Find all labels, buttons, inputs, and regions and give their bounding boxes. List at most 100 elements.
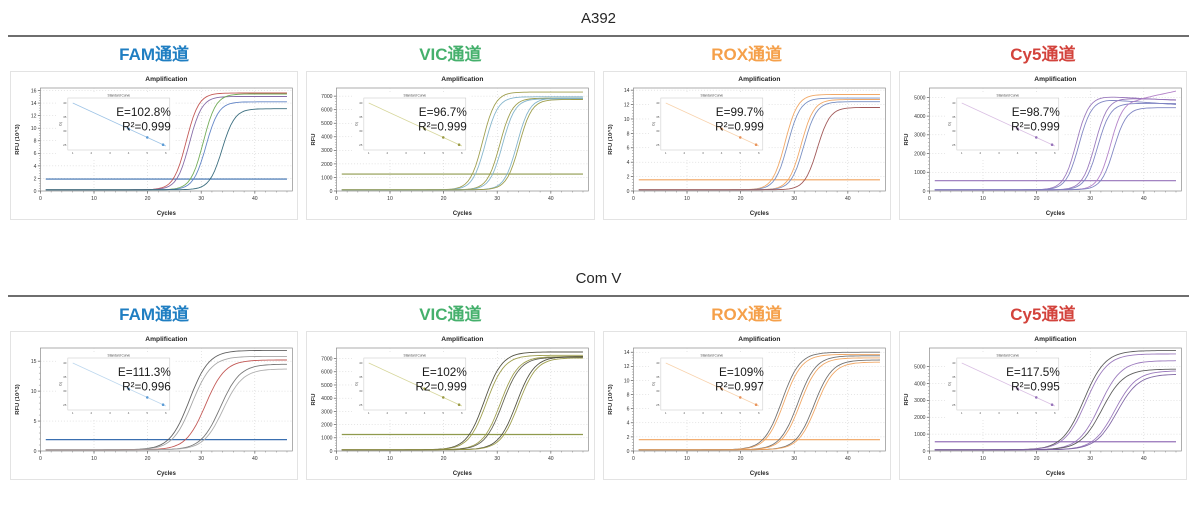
x-axis-label: Cycles [453,211,473,217]
y-axis-label: RFU (10^3) [607,124,613,155]
channel-panel: VIC通道 0 1000 2000 3000 4000 5000 6000 7000 0 10 20… [306,301,595,480]
y-tick-label: 15 [31,359,37,365]
standard-curve-point [423,127,427,131]
channel-title: VIC通道 [419,305,482,324]
standard-curve-point [442,136,445,139]
r-squared-text: R²=0.995 [1011,379,1060,393]
x-tick-label: 10 [91,456,97,462]
inset-x-tick-label: 3 [702,151,704,155]
inset-x-tick-label: 6 [1054,411,1056,415]
standard-curve-line [72,102,167,147]
efficiency-text: E=96.7% [419,105,467,119]
inset-x-tick-label: 4 [1017,411,1019,415]
efficiency-text: E=102% [422,365,467,379]
y-tick-label: 2 [626,174,629,180]
x-tick-label: 40 [1141,456,1147,462]
inset-y-tick-label: 35 [359,375,363,379]
y-axis-label: RFU (10^3) [15,124,21,155]
inset-y-tick-label: 25 [952,403,956,407]
y-tick-label: 2000 [914,151,925,157]
inset-y-tick-label: 25 [359,403,363,407]
inset-y-tick-label: 30 [63,129,67,133]
channel-title: Cy5通道 [1010,45,1076,64]
y-tick-label: 8 [626,131,629,137]
x-tick-label: 20 [441,196,447,202]
inset-y-tick-label: 25 [656,143,660,147]
x-tick-label: 30 [495,196,501,202]
efficiency-text: E=98.7% [1011,105,1059,119]
efficiency-text: E=111.3% [118,365,171,379]
channel-panel: Cy5通道 0 1000 2000 3000 4000 5000 0 10 20 30 40 Ampl… [898,41,1187,220]
section-title: A392 [580,10,617,27]
x-tick-label: 20 [145,456,151,462]
inset-y-tick-label: 25 [63,143,67,147]
y-tick-label: 2000 [914,415,925,421]
inset-y-tick-label: 30 [952,129,956,133]
y-tick-label: 1000 [914,432,925,438]
inset-x-tick-label: 3 [405,151,407,155]
inset-x-tick-label: 1 [368,151,370,155]
inset-x-tick-label: 6 [758,411,760,415]
y-axis-label: RFU [311,394,317,406]
y-tick-label: 2000 [321,162,332,168]
y-tick-label: 2000 [321,422,332,428]
inset-y-tick-label: 30 [656,129,660,133]
x-tick-label: 30 [198,196,204,202]
x-tick-label: 40 [845,196,851,202]
y-tick-label: 14 [623,88,629,94]
inset-x-tick-label: 1 [664,411,666,415]
y-tick-label: 7000 [321,356,332,362]
y-tick-label: 3000 [321,148,332,154]
channel-panel: VIC通道 0 1000 2000 3000 4000 5000 6000 7000 0 10 20… [306,41,595,220]
inset-title: Standard Curve [108,93,131,97]
channel-grid: FAM通道 0 2 4 6 8 10 12 14 16 0 10 20 30 40 Amplificatio… [0,37,1197,220]
inset-y-axis-label: Cq [355,122,359,126]
y-tick-label: 4000 [914,114,925,120]
x-tick-label: 0 [631,196,634,202]
plot-title: Amplification [1034,76,1076,83]
y-tick-label: 10 [623,117,629,123]
y-tick-label: 5000 [914,95,925,101]
inset-x-tick-label: 2 [683,151,685,155]
amplification-chart: 0 5 10 15 0 10 20 30 40 Amplification Cycles RFU (1… [10,331,299,480]
standard-curve-line [961,102,1055,147]
inset-x-tick-label: 2 [979,411,981,415]
inset-y-tick-label: 35 [63,115,67,119]
amplification-curve [342,99,584,191]
plot-title: Amplification [145,76,187,83]
section-divider [8,295,1189,297]
amplification-curve [638,361,880,451]
standard-curve-line [368,362,463,407]
standard-curve-point [458,403,461,407]
inset-x-tick-label: 4 [1017,151,1019,155]
amplification-plot: 0 1000 2000 3000 4000 5000 6000 7000 0 10 20 30 40 Am… [311,336,589,477]
standard-curve-line [368,102,463,147]
x-tick-label: 0 [39,456,42,462]
y-tick-label: 12 [623,102,629,108]
standard-curve-point [161,403,165,407]
channel-panel: ROX通道 0 2 4 6 8 10 12 14 0 10 20 30 40 Amplification C… [602,301,891,480]
standard-curve-inset: Standard Curve Cq 40 35 30 25 1 2 3 4 5 6 E=99.7%R²=… [648,92,767,158]
inset-x-tick-label: 5 [146,411,148,415]
standard-curve-line [665,362,759,407]
efficiency-text: E=109% [719,365,764,379]
inset-title: Standard Curve [700,353,723,357]
x-tick-label: 0 [928,456,931,462]
inset-y-tick-label: 25 [359,143,363,147]
x-axis-label: Cycles [1046,211,1066,217]
amplification-chart: 0 2 4 6 8 10 12 14 0 10 20 30 40 Amplification Cycles R… [602,331,891,480]
x-tick-label: 0 [335,456,338,462]
inset-x-tick-label: 4 [720,151,722,155]
standard-curve-point [145,136,149,139]
inset-x-tick-label: 3 [405,411,407,415]
efficiency-text: E=99.7% [715,105,763,119]
inset-x-tick-label: 5 [146,151,148,155]
inset-y-axis-label: Cq [355,382,359,386]
inset-y-tick-label: 30 [952,389,956,393]
standard-curve-point [754,143,757,147]
x-tick-label: 40 [548,196,554,202]
inset-x-tick-label: 3 [702,411,704,415]
y-axis-label: RFU [904,134,910,146]
